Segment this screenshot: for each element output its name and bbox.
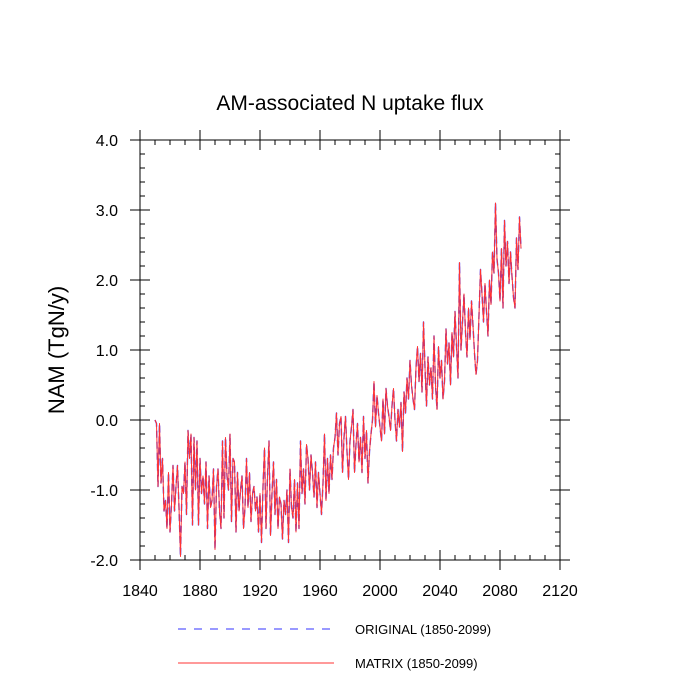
x-tick-label: 2120 (542, 583, 578, 600)
y-tick-labels: -2.0 -1.0 0.0 1.0 2.0 3.0 4.0 (90, 133, 118, 570)
x-tick-label: 2080 (482, 583, 518, 600)
x-tick-label: 1960 (302, 583, 338, 600)
legend: ORIGINAL (1850-2099) MATRIX (1850-2099) (178, 622, 491, 671)
y-tick-label: -2.0 (90, 553, 118, 570)
x-tick-label: 1840 (122, 583, 158, 600)
plot-frame (139, 139, 561, 561)
series-group (154, 202, 522, 558)
x-tick-label: 2000 (362, 583, 398, 600)
series-matrix-line (154, 202, 522, 557)
legend-matrix-label: MATRIX (1850-2099) (355, 656, 478, 671)
y-tick-label: 0.0 (96, 413, 118, 430)
y-tick-label: 2.0 (96, 273, 118, 290)
y-tick-label: 3.0 (96, 203, 118, 220)
legend-original-label: ORIGINAL (1850-2099) (355, 622, 491, 637)
x-tick-label: 2040 (422, 583, 458, 600)
x-tick-label: 1920 (242, 583, 278, 600)
y-tick-label: 1.0 (96, 343, 118, 360)
major-ticks (130, 130, 570, 570)
minor-ticks (140, 140, 560, 560)
y-tick-label: 4.0 (96, 133, 118, 150)
chart-title: AM-associated N uptake flux (216, 92, 484, 115)
y-axis-label: NAM (TgN/y) (44, 286, 69, 414)
x-tick-labels: 1840 1880 1920 1960 2000 2040 2080 2120 (122, 583, 578, 600)
y-tick-label: -1.0 (90, 483, 118, 500)
x-tick-label: 1880 (182, 583, 218, 600)
